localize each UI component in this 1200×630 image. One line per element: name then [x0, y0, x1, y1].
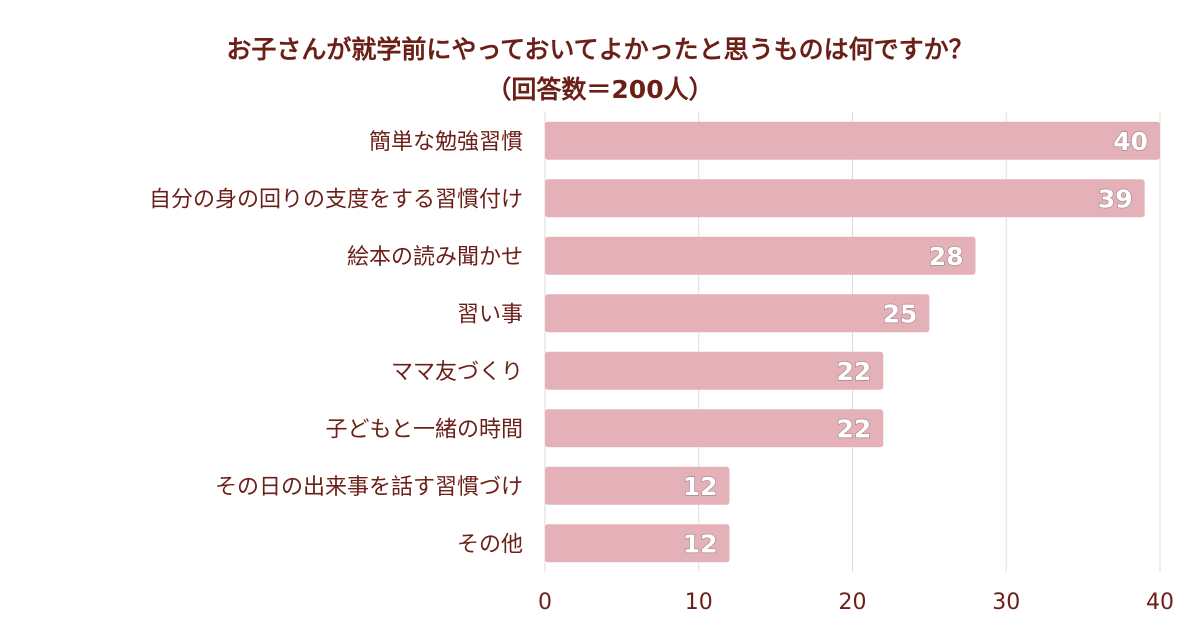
x-tick-label: 30 [992, 590, 1020, 615]
category-label: 自分の身の回りの支度をする習慣付け [149, 187, 523, 212]
value-label: 22 [836, 357, 871, 386]
bar-1 [545, 179, 1145, 218]
chart-subtitle: （回答数＝200人） [486, 75, 714, 104]
bar-2 [545, 236, 976, 275]
x-tick-label: 20 [839, 590, 867, 615]
category-label: ママ友づくり [391, 360, 523, 385]
category-label: 簡単な勉強習慣 [369, 130, 523, 155]
chart-title: お子さんが就学前にやっておいてよかったと思うものは何ですか？ [226, 35, 974, 64]
x-tick-label: 0 [538, 590, 552, 615]
value-label: 25 [883, 299, 918, 328]
category-label: 絵本の読み聞かせ [347, 245, 523, 270]
category-label: その他 [457, 532, 523, 557]
category-label: 習い事 [457, 302, 523, 327]
x-tick-label: 10 [685, 590, 713, 615]
value-label: 40 [1113, 127, 1148, 156]
value-label: 39 [1098, 184, 1133, 213]
bar-0 [545, 121, 1160, 160]
bar-4 [545, 351, 884, 390]
bar-3 [545, 294, 930, 333]
category-labels: 簡単な勉強習慣自分の身の回りの支度をする習慣付け絵本の読み聞かせ習い事ママ友づく… [149, 130, 523, 558]
value-label: 28 [929, 242, 964, 271]
bars [545, 121, 1160, 563]
bar-5 [545, 409, 884, 448]
value-labels: 40 39 28 25 22 22 12 12 [682, 126, 1148, 559]
bar-7 [545, 524, 730, 563]
bar-6 [545, 466, 730, 505]
value-label: 12 [683, 472, 718, 501]
x-tick-label: 40 [1146, 590, 1174, 615]
value-label: 22 [836, 414, 871, 443]
category-label: その日の出来事を話す習慣づけ [215, 475, 523, 500]
x-axis-ticks: 0 10 20 30 40 [538, 590, 1174, 615]
category-label: 子どもと一緒の時間 [325, 417, 523, 442]
value-label: 12 [683, 529, 718, 558]
